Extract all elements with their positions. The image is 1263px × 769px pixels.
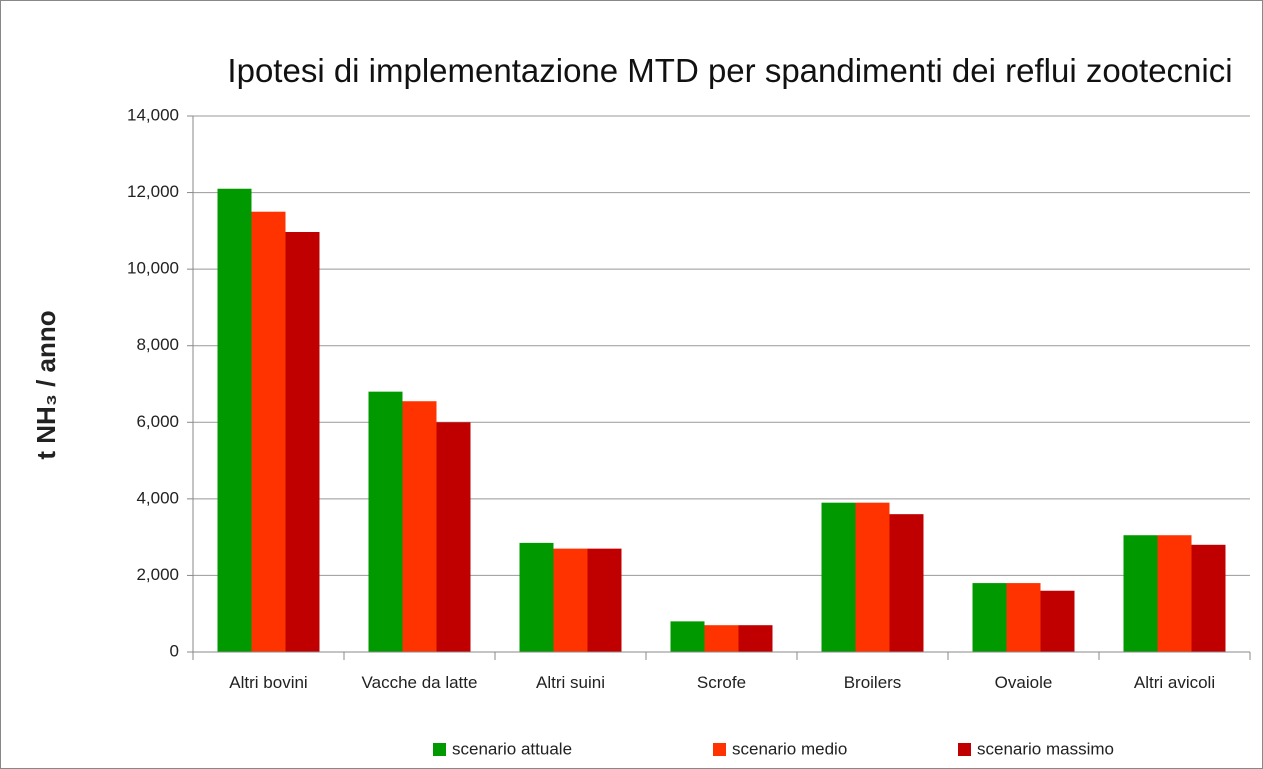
y-tick-label: 10,000 — [127, 259, 179, 278]
y-tick-label: 4,000 — [136, 488, 179, 507]
bar — [1123, 535, 1158, 652]
bar — [402, 401, 437, 652]
y-tick-label: 8,000 — [136, 335, 179, 354]
bar — [519, 542, 554, 652]
bar — [738, 625, 773, 652]
bar — [553, 548, 588, 652]
legend-label: scenario massimo — [977, 739, 1114, 758]
bar — [1040, 590, 1075, 652]
bar — [1191, 544, 1226, 652]
x-tick-label: Scrofe — [696, 673, 747, 692]
x-tick-label: Altri bovini — [229, 673, 308, 692]
bar — [972, 583, 1007, 652]
bar — [285, 232, 320, 652]
legend-label: scenario attuale — [452, 739, 572, 758]
legend-swatch — [958, 743, 971, 756]
bar — [855, 502, 890, 652]
legend-swatch — [713, 743, 726, 756]
y-tick-label: 6,000 — [136, 412, 179, 431]
y-tick-label: 0 — [170, 641, 179, 660]
y-axis-label: t NH₃ / anno — [31, 310, 61, 459]
bar — [1157, 535, 1192, 652]
bar — [889, 514, 924, 652]
x-tick-label: Ovaiole — [994, 673, 1053, 692]
x-tick-label: Vacche da latte — [361, 673, 478, 692]
chart-title: Ipotesi di implementazione MTD per spand… — [227, 52, 1233, 89]
y-tick-label: 14,000 — [127, 105, 179, 124]
legend-label: scenario medio — [732, 739, 847, 758]
y-tick-label: 2,000 — [136, 565, 179, 584]
bar — [587, 548, 622, 652]
x-tick-label: Broilers — [843, 673, 902, 692]
x-tick-label: Altri avicoli — [1133, 673, 1216, 692]
x-tick-label: Altri suini — [536, 673, 605, 692]
bar — [217, 188, 252, 652]
bar — [436, 422, 471, 652]
bar — [670, 621, 705, 652]
bar — [251, 211, 286, 652]
y-tick-label: 12,000 — [127, 182, 179, 201]
legend-swatch — [433, 743, 446, 756]
bar — [368, 391, 403, 652]
bar — [821, 502, 856, 652]
bar — [1006, 583, 1041, 652]
bar — [704, 625, 739, 652]
